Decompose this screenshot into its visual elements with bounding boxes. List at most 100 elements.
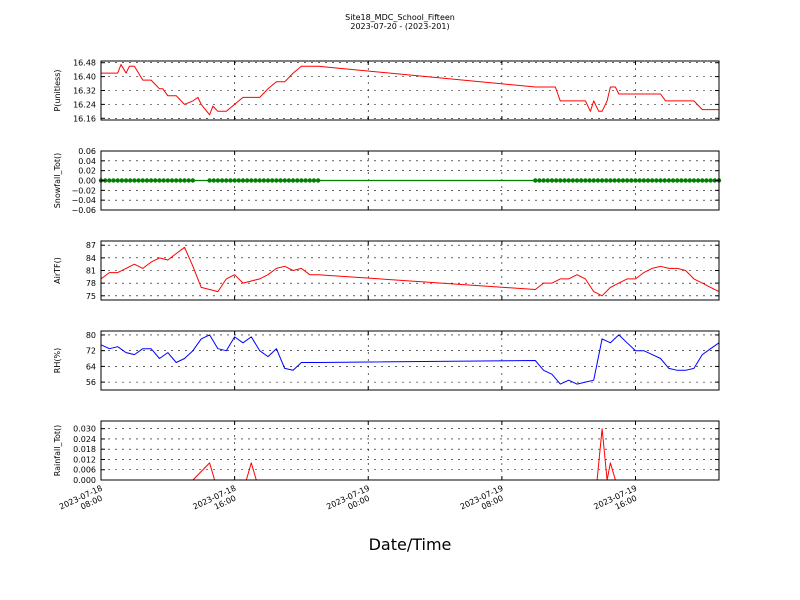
data-point [253,178,258,183]
data-point [587,178,592,183]
data-point [562,178,567,183]
plot-frame [100,330,720,391]
data-point [712,178,718,183]
data-point [695,178,701,183]
data-point [270,178,275,183]
y-tick-label: 16.32 [73,87,96,96]
data-point [111,178,116,183]
data-point [128,178,133,183]
data-point [261,178,267,183]
data-point [173,178,179,183]
data-point [282,178,287,183]
y-tick-label: 0.018 [73,445,96,454]
y-tick-label: 0.02 [78,167,96,176]
data-point [599,178,605,183]
data-point [123,178,129,183]
data-point [545,178,550,183]
data-point [649,178,655,183]
data-point [207,178,212,183]
y-tick-label: 64 [86,362,96,371]
data-point [290,178,296,183]
data-point [683,178,688,183]
y-tick-label: 72 [86,347,96,356]
y-tick-label: 81 [86,267,96,276]
y-tick-label: −0.06 [71,206,96,215]
data-point [541,178,546,183]
panels: 16.16 16.24 16.32 16.40 16.48 P(unitless) −0.0… [53,59,722,485]
data-point [641,178,647,183]
series-line [100,334,720,385]
y-tick-label: 0.012 [73,455,96,464]
data-point [558,178,563,183]
y-tick-label: 16.48 [73,59,96,68]
data-point [311,178,317,183]
y-axis-label: RH(%) [53,348,62,373]
data-point [115,178,120,183]
data-point [228,178,233,183]
y-tick-label: 0.06 [78,147,96,156]
panel-1: 16.16 16.24 16.32 16.40 16.48 P(unitless) [53,59,720,123]
y-axis-label: Rainfall_Tot() [53,425,62,477]
chart-title: Site18_MDC_School_Fifteen [345,13,455,22]
data-point [102,178,108,183]
y-tick-label: 84 [86,254,96,263]
data-point [186,178,191,183]
data-point [215,178,221,183]
data-point [629,178,634,183]
data-point [633,178,638,183]
y-axis-label: AirTF() [53,257,62,284]
data-point [278,178,283,183]
series-line [101,64,719,116]
data-point [549,178,555,183]
data-point [691,178,697,183]
data-point [132,178,137,183]
data-point [211,178,216,183]
y-tick-label: −0.02 [71,186,96,195]
data-point [295,178,300,183]
y-tick-label: 87 [86,241,96,250]
data-point [224,178,229,183]
y-tick-label: 0.030 [73,425,96,434]
data-point [244,178,250,183]
data-point [570,178,576,183]
data-point [675,178,680,183]
data-point [299,178,304,183]
data-point [670,178,676,183]
data-point [604,178,609,183]
data-point [612,178,617,183]
data-point [537,178,542,183]
data-point [236,178,241,183]
data-point [274,178,279,183]
data-point [140,178,145,183]
chart-subtitle: 2023-07-20 - (2023-201) [350,22,449,31]
y-tick-label: 16.16 [73,114,96,123]
data-point [583,178,588,183]
y-tick-label: 0.024 [73,435,96,444]
data-point [169,178,175,183]
data-point [620,178,626,183]
data-point [624,178,630,183]
data-point [286,178,292,183]
panel-4: 56 64 72 80 RH(%) [53,330,720,391]
data-point [265,178,271,183]
data-point [315,178,321,183]
data-point [307,178,312,183]
data-point [704,178,709,183]
data-point [232,178,237,183]
data-point [249,178,254,183]
data-point [190,178,196,183]
data-point [219,178,225,183]
data-point [566,178,571,183]
data-point [687,178,692,183]
panel-3: 75 78 81 84 87 AirTF() [53,240,720,301]
y-tick-label: 16.40 [73,73,96,82]
data-point [574,178,580,183]
y-tick-label: 80 [86,331,96,340]
data-point [553,178,559,183]
data-point [679,178,684,183]
data-point [662,178,667,183]
y-tick-label: 75 [86,292,96,301]
y-tick-label: 0.00 [78,177,96,186]
